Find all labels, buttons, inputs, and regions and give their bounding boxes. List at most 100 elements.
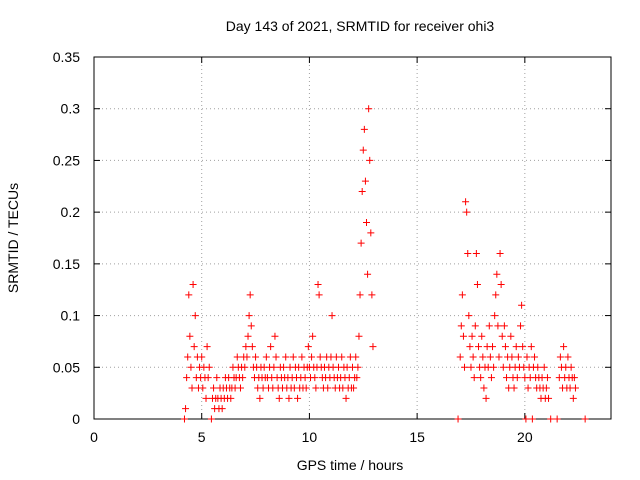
x-tick-label: 20 bbox=[517, 429, 533, 445]
data-point bbox=[213, 374, 221, 382]
data-point bbox=[456, 353, 464, 361]
data-point bbox=[569, 394, 577, 402]
data-point bbox=[367, 229, 375, 237]
data-point bbox=[183, 374, 191, 382]
data-point bbox=[289, 353, 297, 361]
data-point bbox=[282, 353, 290, 361]
data-point bbox=[233, 353, 241, 361]
data-point bbox=[252, 353, 260, 361]
data-point bbox=[468, 332, 476, 340]
data-point bbox=[239, 374, 247, 382]
data-point bbox=[500, 322, 508, 330]
data-point bbox=[285, 394, 293, 402]
data-point bbox=[486, 353, 494, 361]
data-point bbox=[495, 353, 503, 361]
data-point bbox=[556, 353, 564, 361]
data-point bbox=[518, 301, 526, 309]
data-point bbox=[272, 353, 280, 361]
data-point bbox=[461, 363, 469, 371]
data-point bbox=[489, 343, 497, 351]
data-point bbox=[191, 312, 199, 320]
data-point bbox=[542, 384, 550, 392]
data-point bbox=[361, 177, 369, 185]
data-point bbox=[462, 198, 470, 206]
data-point bbox=[477, 374, 485, 382]
data-point bbox=[360, 125, 368, 133]
data-points bbox=[180, 105, 589, 423]
data-point bbox=[523, 353, 531, 361]
data-point bbox=[480, 384, 488, 392]
data-point bbox=[262, 353, 270, 361]
data-point bbox=[356, 291, 364, 299]
data-point bbox=[498, 332, 506, 340]
data-point bbox=[547, 415, 555, 423]
y-tick-label: 0.15 bbox=[53, 256, 80, 272]
data-point bbox=[496, 250, 504, 258]
data-point bbox=[543, 374, 551, 382]
data-point bbox=[304, 343, 312, 351]
data-point bbox=[369, 343, 377, 351]
data-point bbox=[298, 353, 306, 361]
data-point bbox=[324, 384, 332, 392]
data-point bbox=[472, 250, 480, 258]
data-point bbox=[246, 291, 254, 299]
data-point bbox=[466, 343, 474, 351]
data-point bbox=[328, 312, 336, 320]
data-point bbox=[517, 322, 525, 330]
grid-lines bbox=[94, 57, 611, 419]
data-point bbox=[479, 353, 487, 361]
data-point bbox=[353, 374, 361, 382]
data-point bbox=[528, 415, 536, 423]
data-point bbox=[363, 218, 371, 226]
data-point bbox=[185, 291, 193, 299]
data-point bbox=[567, 363, 575, 371]
data-point bbox=[512, 343, 520, 351]
data-point bbox=[184, 353, 192, 361]
axes bbox=[93, 56, 612, 420]
data-point bbox=[355, 332, 363, 340]
data-point bbox=[522, 415, 530, 423]
data-point bbox=[510, 384, 518, 392]
data-point bbox=[514, 353, 522, 361]
data-point bbox=[187, 363, 195, 371]
data-point bbox=[519, 343, 527, 351]
data-point bbox=[198, 353, 206, 361]
data-point bbox=[205, 363, 213, 371]
data-point bbox=[227, 394, 235, 402]
data-point bbox=[478, 332, 486, 340]
data-point bbox=[497, 281, 505, 289]
data-point bbox=[312, 384, 320, 392]
data-point bbox=[463, 208, 471, 216]
data-point bbox=[501, 343, 509, 351]
data-point bbox=[364, 270, 372, 278]
data-point bbox=[524, 384, 532, 392]
data-point bbox=[508, 353, 516, 361]
data-point bbox=[564, 353, 572, 361]
data-point bbox=[571, 384, 579, 392]
data-point bbox=[189, 281, 197, 289]
data-point bbox=[243, 353, 251, 361]
data-point bbox=[316, 353, 324, 361]
y-tick-label: 0.35 bbox=[53, 49, 80, 65]
x-tick-label: 15 bbox=[409, 429, 425, 445]
data-point bbox=[482, 394, 490, 402]
data-point bbox=[358, 187, 366, 195]
data-point bbox=[188, 384, 196, 392]
data-point bbox=[507, 332, 515, 340]
data-point bbox=[357, 239, 365, 247]
data-point bbox=[275, 394, 283, 402]
data-point bbox=[491, 312, 499, 320]
data-point bbox=[245, 312, 253, 320]
data-point bbox=[459, 332, 467, 340]
data-point bbox=[368, 291, 376, 299]
data-point bbox=[267, 343, 275, 351]
data-point bbox=[560, 343, 568, 351]
data-point bbox=[354, 363, 362, 371]
data-point bbox=[527, 343, 535, 351]
data-point bbox=[242, 343, 250, 351]
data-point bbox=[534, 363, 542, 371]
data-point bbox=[464, 250, 472, 258]
data-point bbox=[473, 281, 481, 289]
data-point bbox=[570, 374, 578, 382]
data-point bbox=[581, 415, 589, 423]
